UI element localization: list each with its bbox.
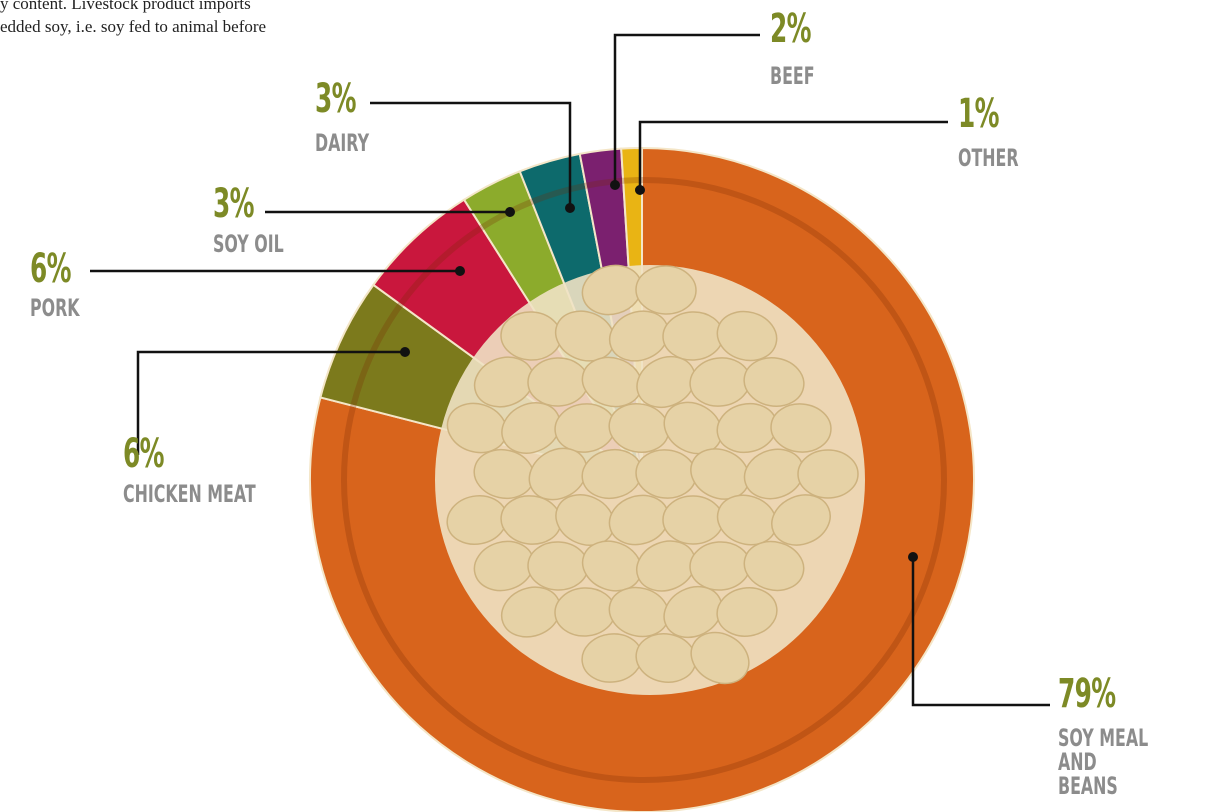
bean <box>743 357 805 407</box>
bean <box>716 587 778 637</box>
leader-dot <box>610 180 620 190</box>
value-label: 3% <box>213 181 254 227</box>
value-label: 2% <box>770 6 811 52</box>
bean <box>635 265 697 315</box>
bean <box>743 540 805 592</box>
category-label: SOY OIL <box>213 230 284 258</box>
leader-dot <box>565 203 575 213</box>
value-label: 6% <box>30 246 71 292</box>
leader-line <box>370 101 572 208</box>
bean <box>501 402 561 454</box>
note-line: edded soy, i.e. soy fed to animal before <box>0 17 267 36</box>
leader-line <box>613 33 760 185</box>
value-label: 79% <box>1058 671 1116 717</box>
leader-dot <box>455 266 465 276</box>
beans <box>446 264 859 685</box>
category-label: OTHER <box>958 144 1019 172</box>
leader-dot <box>635 185 645 195</box>
leader-dot <box>505 207 515 217</box>
bean <box>716 310 778 362</box>
leader-dot <box>400 347 410 357</box>
category-label: BEEF <box>770 62 815 90</box>
category-label: PORK <box>30 294 80 322</box>
bean <box>690 631 750 685</box>
category-label: DAIRY <box>315 129 370 157</box>
value-label: 6% <box>123 431 164 477</box>
bean <box>663 585 723 639</box>
bean <box>663 401 723 455</box>
leader-line <box>136 350 405 455</box>
note-line: y content. Livestock product imports <box>0 0 251 13</box>
leader-line <box>638 120 948 190</box>
category-label: SOY MEAL AND BEANS <box>1058 724 1149 800</box>
bean <box>770 403 832 453</box>
value-label: 1% <box>958 91 999 137</box>
leader-dot <box>908 552 918 562</box>
bean <box>797 449 859 499</box>
value-label: 3% <box>315 76 356 122</box>
bean <box>662 495 724 545</box>
bowl-inner <box>341 177 947 783</box>
bean <box>528 447 588 501</box>
category-label: CHICKEN MEAT <box>123 480 256 508</box>
bean <box>636 355 696 409</box>
bean <box>771 494 831 546</box>
leader-line <box>911 557 1050 707</box>
